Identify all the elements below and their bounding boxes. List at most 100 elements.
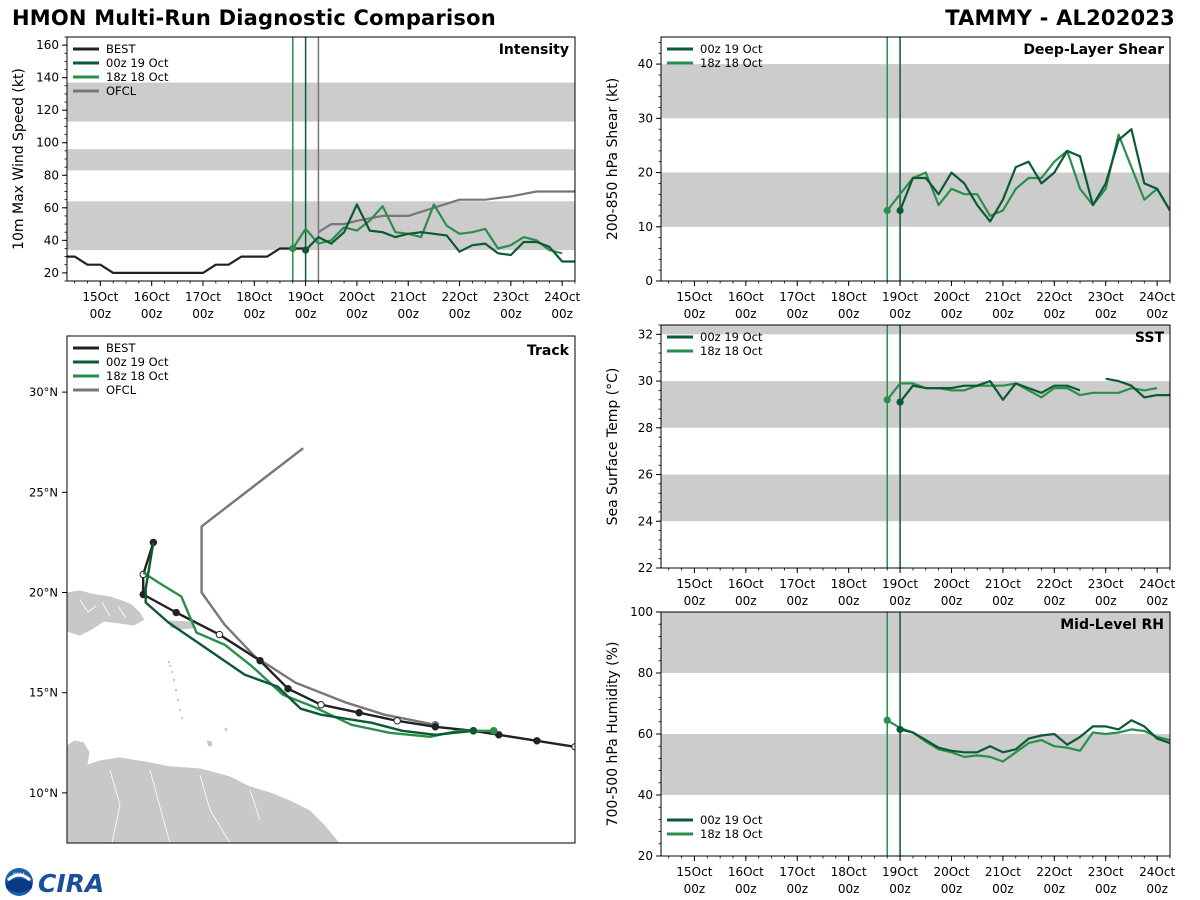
x-tick-label-date: 15Oct (676, 577, 712, 591)
border-line-1 (101, 601, 111, 617)
legend-label-ofcl: OFCL (106, 84, 137, 98)
x-tick-label-hour: 00z (735, 882, 757, 896)
y-tick-label: 28 (638, 421, 653, 435)
y-tick-label: 30 (638, 374, 653, 388)
best-track-point-open (317, 701, 325, 709)
x-tick-label-hour: 00z (1044, 307, 1066, 321)
plot-area (661, 325, 1170, 568)
island-3 (172, 678, 176, 682)
track-line-00z-19-oct (144, 542, 474, 736)
x-tick-label-hour: 00z (838, 307, 860, 321)
x-tick-label-date: 19Oct (288, 290, 324, 304)
x-tick-label-hour: 00z (941, 307, 963, 321)
page-title: HMON Multi-Run Diagnostic Comparison (12, 6, 496, 30)
axes-frame (660, 324, 1171, 569)
series-line-00z-19-oct (304, 203, 575, 263)
x-tick-label-date: 17Oct (185, 290, 221, 304)
x-tick-label-hour: 00z (992, 594, 1014, 608)
x-tick-label-date: 18Oct (831, 290, 867, 304)
panel-title: Deep-Layer Shear (1023, 42, 1164, 58)
land-mass-0 (67, 589, 146, 637)
x-tick-label-hour: 00z (684, 594, 706, 608)
x-tick-label-hour: 00z (1044, 882, 1066, 896)
land-mass-3 (205, 739, 214, 748)
y-axis-label: 700-500 hPa Humidity (%) (605, 642, 621, 827)
island-0 (167, 660, 171, 664)
series-line-best (67, 247, 306, 274)
island-5 (176, 698, 180, 702)
x-tick-label-date: 19Oct (882, 865, 918, 879)
border-line-6 (249, 789, 261, 821)
legend-label-18z-18-oct: 18z 18 Oct (700, 827, 763, 841)
legend-label-00z-19-oct: 00z 19 Oct (700, 330, 763, 344)
x-tick-label-hour: 00z (1146, 882, 1168, 896)
x-tick-label-date: 17Oct (779, 290, 815, 304)
x-tick-label-date: 20Oct (933, 290, 969, 304)
shade-band-0 (661, 172, 1170, 227)
y-tick-label: 20 (638, 849, 653, 863)
x-tick-label-hour: 00z (838, 882, 860, 896)
legend-label-best: BEST (106, 42, 136, 56)
series-line-18z-18-oct (886, 133, 1170, 217)
border-line-0 (79, 599, 97, 613)
lat-tick-label: 15°N (29, 686, 58, 700)
x-tick-label-date: 21Oct (985, 865, 1021, 879)
y-tick-label: 40 (44, 233, 59, 247)
y-tick-label: 10 (638, 220, 653, 234)
shade-band-2 (661, 325, 1170, 335)
series-marker-00z-19-oct (302, 246, 310, 254)
cira-logo-text: CIRA (38, 869, 104, 898)
x-tick-label-date: 22Oct (442, 290, 478, 304)
plot-area (661, 37, 1170, 281)
y-tick-label: 80 (44, 168, 59, 182)
legend-label-00z-19-oct: 00z 19 Oct (700, 42, 763, 56)
x-tick-label-date: 17Oct (779, 865, 815, 879)
plot-area (67, 37, 575, 281)
x-tick-label-date: 23Oct (1088, 865, 1124, 879)
y-tick-label: 100 (36, 136, 59, 150)
legend-label-00z-19-oct: 00z 19 Oct (106, 355, 169, 369)
x-tick-label-hour: 00z (449, 307, 471, 321)
border-line-3 (149, 769, 171, 843)
panel-title: Track (527, 343, 570, 359)
best-track-point-filled (355, 709, 363, 717)
land-mass-2 (67, 739, 341, 843)
x-tick-label-date: 18Oct (831, 865, 867, 879)
x-tick-label-hour: 00z (735, 594, 757, 608)
border-line-5 (199, 774, 231, 843)
x-tick-label-date: 16Oct (134, 290, 170, 304)
y-tick-label: 0 (645, 274, 653, 288)
panel-title: SST (1135, 330, 1165, 346)
lat-tick-label: 10°N (29, 786, 58, 800)
x-tick-label-hour: 00z (1095, 882, 1117, 896)
y-tick-label: 160 (36, 38, 59, 52)
series-line-ofcl (317, 190, 575, 234)
best-track-point-filled (284, 684, 292, 693)
plot-area (661, 612, 1170, 856)
x-tick-label-date: 20Oct (339, 290, 375, 304)
legend-label-best: BEST (106, 341, 136, 355)
shade-band-1 (661, 381, 1170, 428)
series-line-00z-19-oct (899, 719, 1170, 754)
lat-tick-label: 25°N (29, 485, 58, 499)
y-tick-label: 20 (638, 166, 653, 180)
x-tick-label-date: 16Oct (728, 865, 764, 879)
y-tick-label: 80 (638, 666, 653, 680)
island-1 (168, 664, 172, 668)
x-tick-label-date: 15Oct (82, 290, 118, 304)
y-tick-label: 120 (36, 103, 59, 117)
x-tick-label-hour: 00z (1095, 594, 1117, 608)
shear-panel: 0 10 20 30 40 15Oct 00z 16Oct 00z 17Oct 00z 18Oct 00… (605, 36, 1175, 321)
y-tick-label: 40 (638, 788, 653, 802)
sst-panel: 22 24 26 28 30 32 15Oct 00z 16Oct 00z 17Oct 00z 18Oc… (605, 324, 1175, 608)
x-tick-label-date: 20Oct (933, 577, 969, 591)
x-tick-label-date: 15Oct (676, 865, 712, 879)
series-marker-18z-18-oct (883, 396, 891, 404)
map-frame (66, 335, 576, 844)
y-tick-label: 40 (638, 57, 653, 71)
series-marker-18z-18-oct (883, 716, 891, 724)
x-tick-label-hour: 00z (838, 594, 860, 608)
x-tick-label-hour: 00z (397, 307, 419, 321)
axes-frame (660, 36, 1171, 282)
x-tick-label-hour: 00z (941, 882, 963, 896)
